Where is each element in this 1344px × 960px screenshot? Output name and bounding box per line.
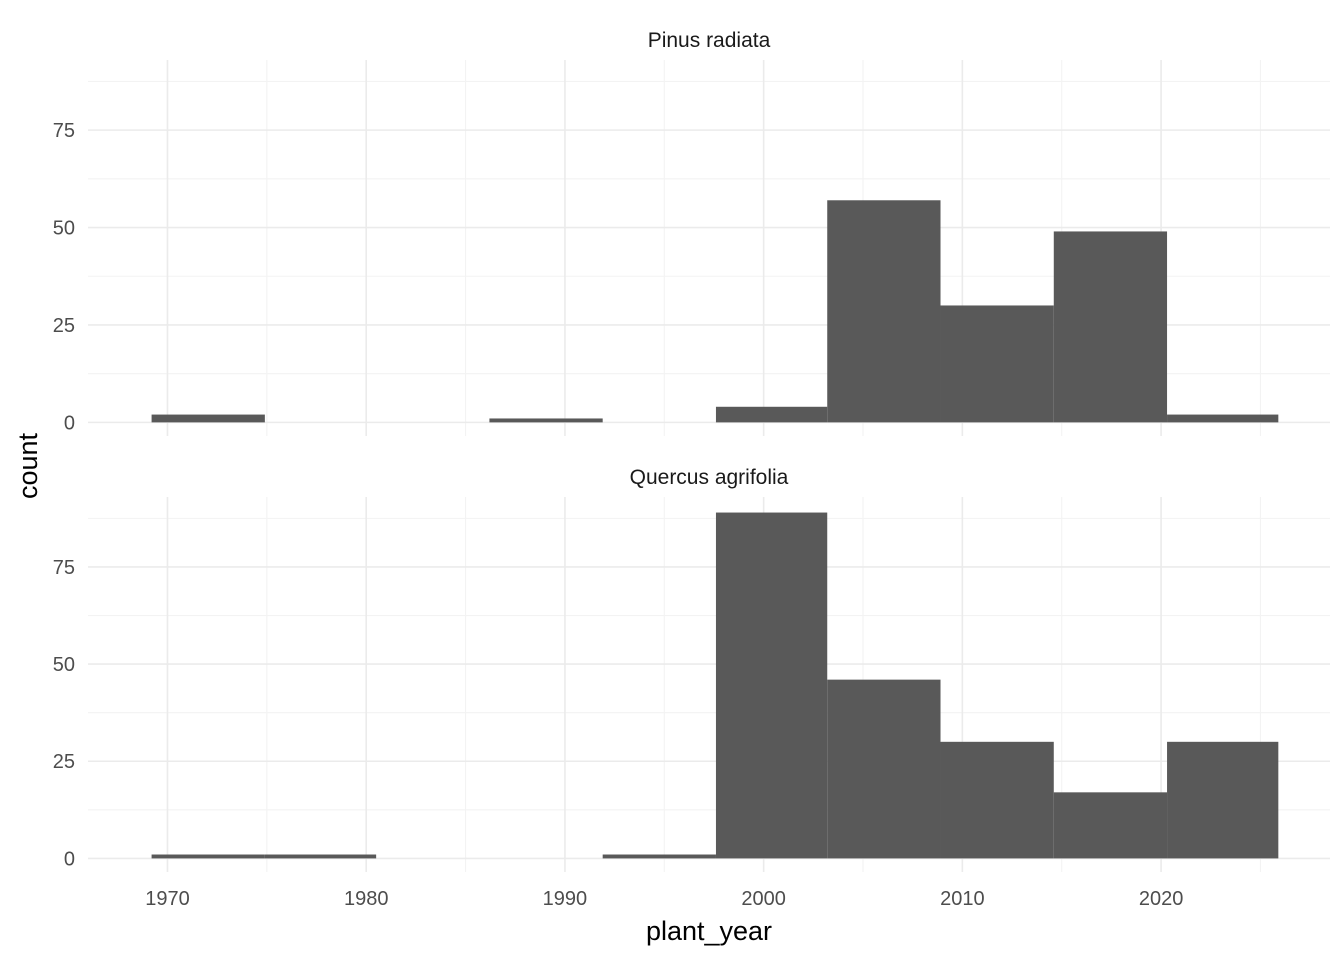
histogram-bar xyxy=(1053,792,1168,859)
histogram-bar xyxy=(264,854,377,859)
x-tick-label: 2000 xyxy=(741,888,786,910)
facet-strip-label: Pinus radiata xyxy=(648,29,771,52)
y-tick-label: 75 xyxy=(53,557,75,579)
histogram-bar xyxy=(151,854,265,859)
x-axis-title: plant_year xyxy=(646,916,772,946)
histogram-bar xyxy=(940,741,1054,859)
y-tick-label: 0 xyxy=(64,848,75,870)
facet-panel: 0 25 50 75 Pinus radiata xyxy=(53,29,1330,436)
y-tick-label: 50 xyxy=(53,654,75,676)
histogram-bar xyxy=(827,679,941,859)
x-tick-label: 1970 xyxy=(145,888,190,910)
histogram-bar xyxy=(715,512,828,859)
x-tick-label: 2010 xyxy=(940,888,985,910)
y-tick-label: 25 xyxy=(53,751,75,773)
y-axis-title: count xyxy=(13,432,43,499)
x-tick-label: 1980 xyxy=(344,888,389,910)
y-tick-label: 50 xyxy=(53,218,75,240)
facet-strip-label: Quercus agrifolia xyxy=(630,466,789,489)
y-tick-label: 0 xyxy=(64,412,75,434)
y-tick-label: 75 xyxy=(53,120,75,142)
facet-panel: 0 25 50 75 Quercus agrifolia xyxy=(53,466,1330,872)
histogram-bar xyxy=(715,406,828,423)
histogram-bar xyxy=(602,854,716,859)
x-tick-label: 1990 xyxy=(543,888,588,910)
x-tick-label: 2020 xyxy=(1139,888,1184,910)
histogram-bar xyxy=(489,418,603,423)
histogram-bar xyxy=(1167,741,1279,859)
histogram-bar xyxy=(151,414,265,423)
y-tick-label: 25 xyxy=(53,315,75,337)
histogram-bar xyxy=(827,200,941,423)
histogram-bar xyxy=(1053,231,1168,423)
histogram-bar xyxy=(940,305,1054,423)
histogram-bar xyxy=(1167,414,1279,423)
